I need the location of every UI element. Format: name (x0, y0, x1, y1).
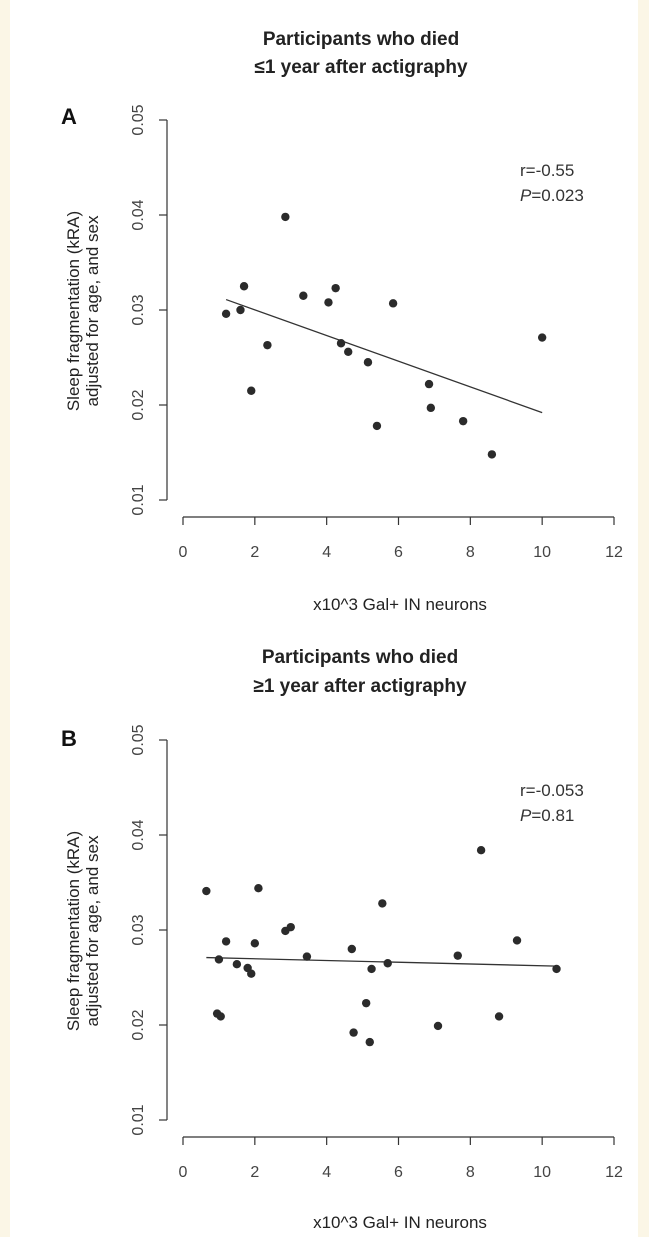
panel-a-x-tick-label: 10 (533, 544, 551, 561)
panel-b-data-point (221, 937, 231, 946)
panel-b-x-tick-label: 4 (322, 1164, 331, 1181)
panel-a-data-point (239, 282, 249, 291)
panel-a-p-number: =0.023 (531, 186, 583, 205)
panel-b-y-tick-label: 0.03 (130, 914, 147, 945)
panel-b-x-tick-label: 0 (179, 1164, 188, 1181)
panel-b-data-point (254, 884, 263, 893)
panel-b-y-tick-label: 0.04 (130, 819, 147, 850)
panel-b-data-point (302, 952, 312, 961)
panel-a-data-point (537, 333, 547, 342)
panel-a-data-point (458, 416, 468, 426)
panel-b-data-point (433, 1021, 443, 1031)
panel-b-data-point (383, 959, 392, 968)
panel-b-x-tick-label: 6 (394, 1164, 403, 1181)
panel-b-data-point (347, 944, 357, 954)
panel-b-data-point (286, 922, 295, 932)
panel-a-y-tick-label: 0.05 (130, 104, 147, 135)
panel-b-p-number: =0.81 (531, 806, 574, 825)
panel-b-x-tick-label: 8 (466, 1164, 475, 1181)
panel-a-data-point (336, 339, 346, 348)
panel-b-data-point (512, 936, 522, 945)
panel-a-x-tick-label: 2 (250, 544, 259, 561)
panel-a-data-point (487, 450, 497, 459)
panel-a-data-point (324, 298, 333, 307)
panel-a-x-tick-label: 6 (394, 544, 403, 561)
panel-b-data-point (250, 939, 260, 948)
panel-a-title-line2: ≤1 year after actigraphy (254, 57, 468, 78)
panel-a-data-point (299, 291, 308, 300)
panel-a-x-tick-label: 4 (322, 544, 331, 561)
panel-a-regression-line (225, 298, 543, 414)
panel-a-x-tick-label: 0 (179, 544, 188, 561)
panel-b-r-value: r=-0.053 (520, 781, 584, 800)
panel-a-p-value: P=0.023 (520, 186, 584, 205)
panel-b-ylabel-line1: Sleep fragmentation (kRA) (64, 831, 83, 1031)
figure-canvas: Participants who died ≤1 year after acti… (61, 29, 623, 1232)
panel-b-y-tick-label: 0.02 (130, 1009, 147, 1040)
panel-a-label: A (61, 104, 77, 129)
panel-b-p-symbol: P (520, 806, 532, 825)
panel-b-ylabel-line2: adjusted for age, and sex (83, 835, 102, 1026)
panel-b-p-value: P=0.81 (520, 806, 574, 825)
panel-a-y-tick-label: 0.02 (130, 389, 147, 420)
panel-a-y-tick-label: 0.03 (130, 294, 147, 325)
panel-b-data-point (216, 1012, 225, 1021)
panel-a-y-tick-label: 0.04 (130, 199, 147, 230)
figure-frame: Participants who died ≤1 year after acti… (10, 0, 638, 1237)
panel-b-x-tick-label: 12 (605, 1164, 623, 1181)
panel-b-data-point (202, 886, 211, 896)
panel-a-data-point (344, 347, 353, 356)
panel-b: Participants who died ≥1 year after acti… (61, 647, 623, 1232)
panel-b-y-tick-label: 0.05 (130, 724, 147, 755)
panel-a-data-point (372, 421, 382, 431)
panel-b-data-point (367, 964, 376, 974)
panel-a-x-tick-label: 12 (605, 544, 623, 561)
panel-a-data-point (388, 299, 398, 308)
panel-a: Participants who died ≤1 year after acti… (61, 29, 623, 614)
panel-a-data-point (236, 305, 245, 315)
panel-b-x-tick-label: 10 (533, 1164, 551, 1181)
panel-b-data-point (349, 1028, 358, 1037)
panel-a-p-symbol: P (520, 186, 532, 205)
panel-b-data-point (361, 998, 371, 1008)
panel-b-data-point (552, 964, 561, 974)
panel-b-title-line1: Participants who died (262, 647, 458, 668)
panel-a-data-point (247, 386, 256, 395)
panel-a-data-point (331, 283, 340, 293)
panel-b-label: B (61, 726, 77, 751)
panel-b-data-point (378, 899, 387, 908)
panel-a-data-point (426, 403, 436, 413)
panel-b-data-point (365, 1037, 374, 1047)
panel-a-data-point (263, 340, 272, 350)
panel-b-xlabel: x10^3 Gal+ IN neurons (313, 1213, 487, 1232)
panel-a-data-point (221, 309, 231, 318)
panel-b-data-point (476, 846, 486, 855)
panel-b-data-point (232, 960, 242, 969)
panel-a-data-point (281, 212, 290, 222)
panel-a-plot-area: 0 2 4 6 8 10 12 0.01 0.02 0.03 0.04 0.05 (130, 104, 623, 561)
panel-b-data-point (494, 1012, 504, 1021)
panel-a-title-line1: Participants who died (263, 29, 459, 50)
panel-a-ylabel-line2: adjusted for age, and sex (83, 215, 102, 406)
panel-b-title-line2: ≥1 year after actigraphy (253, 676, 467, 697)
panel-a-data-point (363, 358, 373, 367)
panel-b-y-tick-label: 0.01 (130, 1104, 147, 1135)
panel-b-data-point (214, 955, 224, 964)
panel-b-plot-area: 0 2 4 6 8 10 12 0.01 0.02 0.03 0.04 0.05 (130, 724, 623, 1181)
panel-a-x-tick-label: 8 (466, 544, 475, 561)
panel-b-regression-line (206, 956, 557, 967)
panel-a-y-tick-label: 0.01 (130, 484, 147, 515)
panel-a-xlabel: x10^3 Gal+ IN neurons (313, 595, 487, 614)
panel-b-x-tick-label: 2 (250, 1164, 259, 1181)
panel-a-r-value: r=-0.55 (520, 161, 574, 180)
panel-a-data-point (424, 379, 434, 389)
panel-b-data-point (247, 969, 256, 978)
panel-b-data-point (453, 951, 462, 960)
panel-a-ylabel-line1: Sleep fragmentation (kRA) (64, 211, 83, 411)
